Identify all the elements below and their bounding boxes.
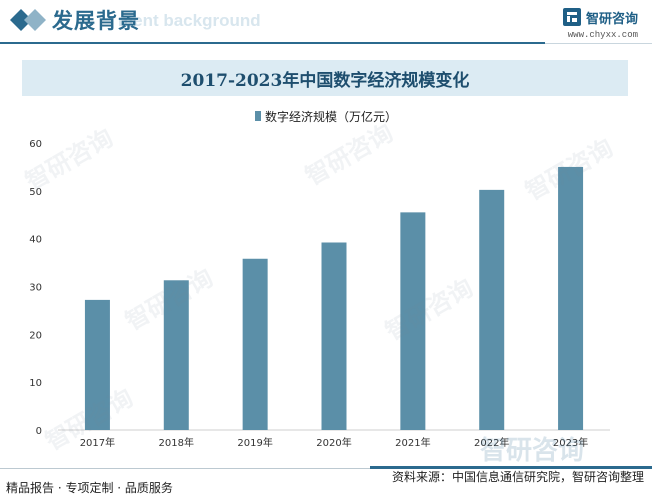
bar — [163, 280, 189, 430]
brand-name: 智研咨询 — [585, 11, 638, 27]
bar — [242, 258, 268, 430]
brand-url: www.chyxx.com — [567, 30, 638, 40]
bar — [479, 189, 505, 430]
x-tick-label: 2018年 — [159, 436, 194, 449]
bar — [321, 242, 347, 430]
chart-title: 2017-2023年中国数字经济规模变化 — [180, 70, 470, 91]
y-tick-label: 0 — [36, 426, 42, 437]
header-divider — [0, 42, 545, 44]
legend-label: 数字经济规模（万亿元） — [264, 109, 397, 124]
chart-legend: 数字经济规模（万亿元） — [0, 108, 652, 124]
footer-source: 资料来源：中国信息通信研究院，智研咨询整理 — [391, 470, 644, 484]
double-chevron-icon — [10, 9, 46, 31]
x-tick-label: 2023年 — [553, 436, 588, 449]
footer-divider-grey — [0, 468, 370, 469]
x-tick-label: 2022年 — [474, 436, 509, 449]
x-tick-label: 2017年 — [80, 436, 115, 449]
y-tick-label: 40 — [29, 235, 42, 246]
y-tick-label: 30 — [29, 283, 42, 294]
section-title: 发展背景 — [52, 9, 140, 33]
footer-slogan: 精品报告 · 专项定制 · 品质服务 — [6, 481, 173, 495]
bar — [84, 299, 110, 430]
x-tick-label: 2019年 — [237, 436, 272, 449]
brand: 智研咨询 — [562, 6, 638, 28]
header-divider-grey — [545, 43, 652, 44]
x-tick-label: 2020年 — [316, 436, 351, 449]
footer-divider-blue — [370, 466, 652, 469]
section-title-ghost: ment background — [118, 11, 261, 30]
page-header: ment background 发展背景 智研咨询 www.chyxx.com — [0, 0, 652, 44]
bar — [400, 212, 426, 430]
chart-title-bar: 2017-2023年中国数字经济规模变化 — [22, 60, 628, 96]
y-tick-label: 50 — [29, 187, 42, 198]
y-tick-label: 10 — [29, 378, 42, 389]
y-tick-label: 20 — [29, 330, 42, 341]
y-tick-label: 60 — [29, 139, 42, 150]
bar — [558, 166, 584, 430]
legend-swatch — [254, 111, 261, 121]
brand-logo-icon — [562, 8, 581, 26]
x-tick-label: 2021年 — [395, 436, 430, 449]
